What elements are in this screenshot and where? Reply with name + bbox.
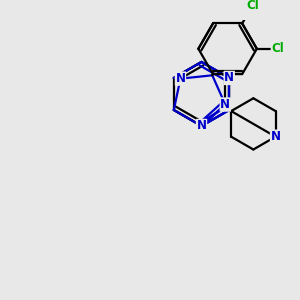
Text: Cl: Cl — [271, 42, 284, 55]
Text: N: N — [176, 72, 185, 85]
Text: N: N — [224, 71, 234, 84]
Text: N: N — [196, 119, 206, 133]
Text: N: N — [271, 130, 281, 143]
Text: N: N — [220, 98, 230, 111]
Text: Cl: Cl — [246, 0, 259, 12]
